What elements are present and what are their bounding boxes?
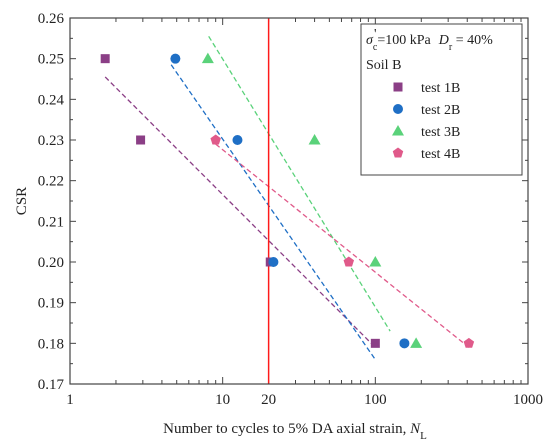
trend-line [170,64,376,360]
data-point [399,338,410,349]
tick-labels: 0.17 0.18 0.19 0.20 0.21 0.22 0.23 0.24 0.25 0.26… [38,11,543,408]
legend-label: test 4B [421,147,460,162]
data-point [170,53,181,64]
data-point [210,134,221,145]
data-point [201,52,214,64]
x-tick-label: 100 [364,392,387,408]
y-tick-label: 0.17 [38,377,65,393]
y-tick-label: 0.21 [38,214,64,230]
dr-value: = 40% [452,33,493,48]
data-point [308,134,321,145]
legend-marker [392,125,404,136]
sigma-symbol: σ [366,33,374,48]
dr-symbol: D [438,33,449,48]
data-point [370,338,380,348]
y-tick-label: 0.20 [38,255,64,271]
trend-line [215,143,470,348]
x-axis-title-text: Number to cycles to 5% DA axial strain, [163,421,410,437]
y-tick-label: 0.25 [38,52,64,68]
data-point [100,54,110,64]
sigma-value: =100 kPa [377,33,431,48]
trend-lines [104,35,470,360]
y-tick-label: 0.26 [38,11,65,27]
trend-line [104,76,376,348]
dr-subscript: r [449,42,453,53]
trend-line [208,35,391,332]
y-tick-label: 0.19 [38,296,64,312]
legend-marker [393,82,403,92]
legend-marker [393,104,403,114]
y-tick-label: 0.18 [38,336,64,352]
legend-label: test 2B [421,103,460,118]
x-tick-label: 1000 [513,392,543,408]
legend-label: test 3B [421,125,460,140]
sigma-subscript: c [373,42,378,53]
data-point [369,256,382,267]
legend-box [360,23,523,176]
y-tick-label: 0.23 [38,133,64,149]
legend-group-title: Soil B [366,58,401,73]
data-point [463,337,475,348]
x-axis-title-subscript: L [420,430,427,442]
data-point [410,337,423,348]
legend-marker [392,147,404,158]
data-point [268,257,279,267]
reference-line-label: 20 [261,392,276,408]
x-tick-label: 10 [215,392,230,408]
data-point [232,135,243,145]
data-point [136,135,146,145]
y-tick-label: 0.24 [38,92,65,108]
x-axis-title-symbol: N [409,421,421,437]
legend-entries: test 1B test 2B test 3B test 4B [392,81,460,162]
legend: σc=100 kPa Dr = 40% ' Soil B test 1Btest … [360,23,523,176]
plot-frame [69,17,529,385]
sigma-prime-mark: ' [374,27,377,42]
x-tick-label: 1 [66,392,74,408]
y-tick-label: 0.22 [38,174,64,190]
data-points [100,52,475,349]
legend-conditions: σc=100 kPa Dr = 40% [366,33,493,53]
data-point [343,256,355,267]
y-axis-title: CSR [14,187,30,215]
x-axis-title: Number to cycles to 5% DA axial strain, … [163,421,427,442]
legend-label: test 1B [421,81,460,96]
